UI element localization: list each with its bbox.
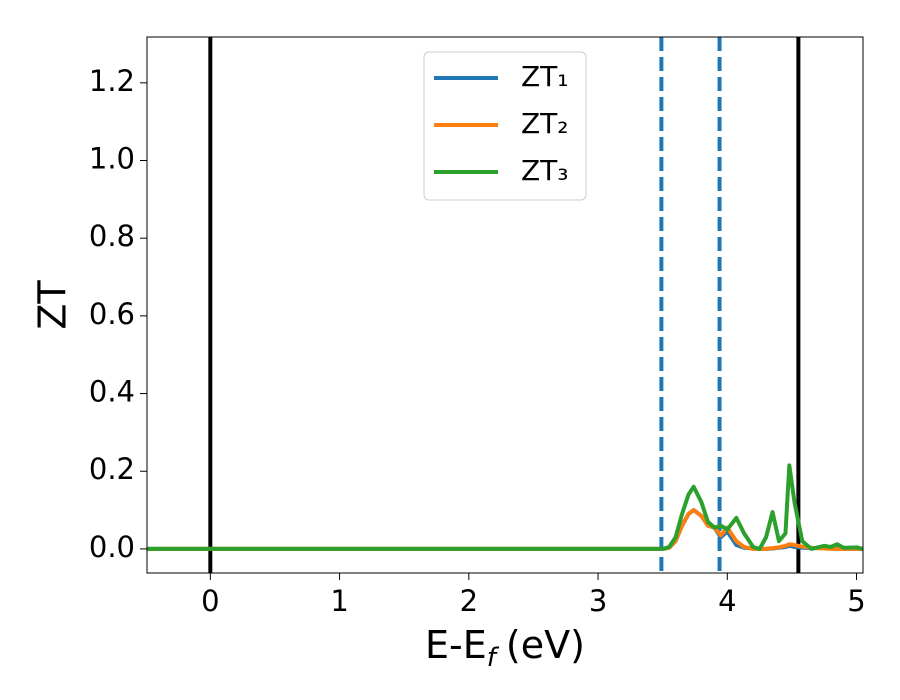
x-tick-label: 2 [460, 584, 478, 618]
y-axis-label: ZT [31, 280, 75, 330]
legend-label: ZT₂ [521, 107, 569, 140]
x-tick-label: 3 [589, 584, 607, 618]
series-line [147, 508, 863, 551]
y-tick-label: 0.0 [89, 530, 135, 564]
x-tick-label: 4 [718, 584, 736, 618]
series-line [147, 508, 863, 551]
legend: ZT₁ ZT₂ ZT₃ [423, 51, 587, 201]
x-axis-label-text: E-E [425, 623, 487, 667]
series-line [147, 463, 864, 551]
legend-label: ZT₃ [521, 154, 569, 187]
x-axis-label: E-Ef (eV) [425, 623, 585, 673]
y-tick-label: 0.6 [89, 297, 135, 331]
y-tick-label: 0.8 [89, 219, 135, 253]
x-tick-label: 5 [847, 584, 865, 618]
plot-frame [146, 36, 864, 574]
legend-label: ZT₁ [521, 60, 569, 93]
y-tick-label: 1.2 [89, 64, 135, 98]
y-tick-label: 0.4 [89, 375, 135, 409]
x-tick-label: 1 [330, 584, 348, 618]
x-tick-label: 0 [201, 584, 219, 618]
legend-box [423, 51, 587, 201]
x-axis-label-unit: (eV) [506, 623, 585, 667]
y-tick-label: 0.2 [89, 452, 135, 486]
y-tick-label: 1.0 [89, 142, 135, 176]
x-axis-label-subscript: f [487, 643, 500, 673]
